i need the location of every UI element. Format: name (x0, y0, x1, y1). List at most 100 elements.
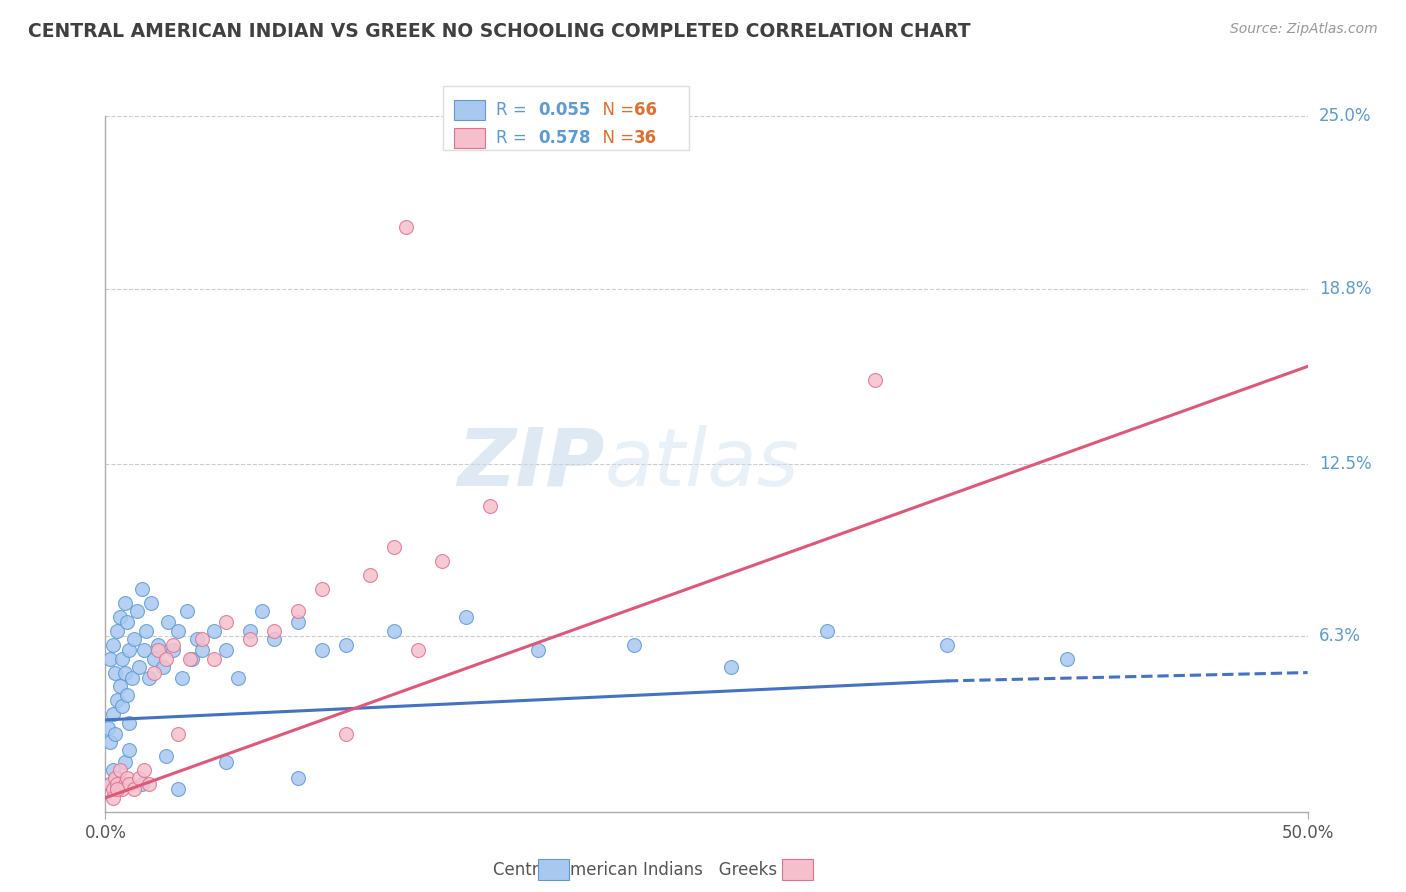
Point (148, 643, 170, 657)
Point (98, 777, 121, 791)
Point (190, 643, 212, 657)
Point (114, 596, 136, 610)
Point (131, 582, 153, 596)
Point (181, 651, 204, 665)
Point (101, 707, 124, 722)
Point (101, 782, 124, 797)
Point (454, 610, 477, 624)
Point (623, 638, 645, 652)
Point (287, 604, 309, 618)
Point (124, 782, 146, 797)
Point (382, 624, 405, 638)
Point (108, 763, 131, 777)
Point (111, 782, 134, 797)
Point (118, 777, 141, 791)
Point (108, 680, 131, 694)
Point (155, 651, 177, 665)
Point (114, 755, 136, 769)
Point (162, 638, 184, 652)
Point (101, 638, 124, 652)
Point (190, 632, 212, 647)
Point (527, 643, 550, 657)
Point (815, 624, 838, 638)
Point (98, 651, 121, 665)
Point (111, 651, 134, 665)
Point (115, 772, 138, 786)
Text: 0.055: 0.055 (538, 101, 591, 119)
Point (128, 772, 150, 786)
Point (335, 638, 357, 652)
Point (720, 660, 742, 674)
Point (239, 624, 262, 638)
Text: R =: R = (496, 101, 533, 119)
Point (863, 373, 886, 387)
Point (166, 727, 188, 741)
Point (287, 772, 309, 786)
Text: Central American Indians: Central American Indians (494, 861, 703, 879)
Point (101, 763, 124, 777)
Point (214, 755, 236, 769)
Point (131, 777, 153, 791)
Point (311, 582, 333, 596)
Point (156, 615, 179, 630)
Text: ZIP: ZIP (457, 425, 605, 503)
Text: R =: R = (496, 129, 533, 147)
Point (202, 651, 225, 665)
Text: N =: N = (592, 101, 640, 119)
Point (1056, 651, 1078, 665)
Text: atlas: atlas (605, 425, 799, 503)
Point (172, 671, 194, 685)
Point (107, 693, 129, 707)
Point (135, 624, 157, 638)
Point (107, 782, 129, 797)
Point (936, 638, 959, 652)
Point (124, 632, 146, 647)
Point (139, 596, 162, 610)
Text: 18.8%: 18.8% (1319, 279, 1371, 298)
Point (104, 772, 127, 786)
Text: CENTRAL AMERICAN INDIAN VS GREEK NO SCHOOLING COMPLETED CORRELATION CHART: CENTRAL AMERICAN INDIAN VS GREEK NO SCHO… (28, 22, 970, 41)
Text: 36: 36 (634, 129, 657, 147)
Point (118, 643, 141, 657)
Point (359, 568, 381, 582)
Text: 0.578: 0.578 (538, 129, 591, 147)
Point (107, 772, 129, 786)
Point (335, 727, 357, 741)
Point (166, 782, 188, 797)
Point (118, 743, 141, 757)
Point (162, 643, 184, 657)
Point (250, 604, 273, 618)
Point (395, 220, 418, 235)
Point (107, 624, 129, 638)
Point (430, 554, 453, 568)
Point (118, 715, 141, 730)
Point (311, 643, 333, 657)
Point (239, 632, 262, 647)
Point (406, 643, 429, 657)
Point (263, 624, 285, 638)
Point (148, 638, 170, 652)
Text: Greeks: Greeks (703, 861, 778, 879)
Point (115, 615, 138, 630)
Point (114, 777, 136, 791)
Point (214, 643, 236, 657)
Point (108, 610, 131, 624)
Point (166, 624, 188, 638)
Point (214, 615, 236, 630)
Point (114, 665, 136, 680)
Point (287, 615, 309, 630)
Point (132, 643, 155, 657)
Point (97, 721, 120, 735)
Point (104, 727, 127, 741)
Point (155, 749, 177, 764)
Point (263, 632, 285, 647)
Point (202, 624, 225, 638)
Point (125, 604, 148, 618)
Point (115, 688, 138, 702)
Point (111, 698, 134, 713)
Point (142, 651, 165, 665)
Point (121, 671, 143, 685)
Point (101, 790, 124, 805)
Text: 25.0%: 25.0% (1319, 107, 1371, 125)
Text: N =: N = (592, 129, 640, 147)
